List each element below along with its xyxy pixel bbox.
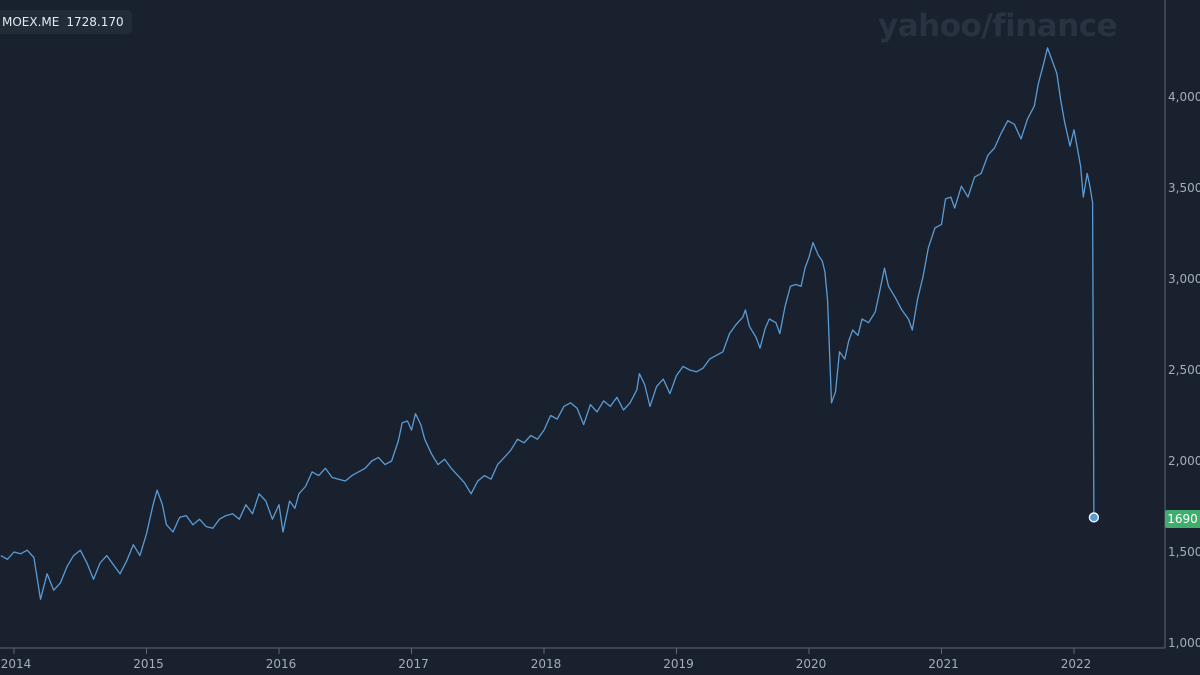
y-tick-label: 1,000 xyxy=(1168,636,1200,650)
y-tick-label: 3,000 xyxy=(1168,272,1200,286)
ticker-symbol: MOEX.ME xyxy=(2,15,60,29)
x-tick-label: 2021 xyxy=(928,657,959,671)
x-tick-label: 2022 xyxy=(1061,657,1092,671)
marker-layer xyxy=(1088,512,1100,523)
x-tick-label: 2015 xyxy=(133,657,164,671)
price-line xyxy=(0,47,1095,600)
y-tick-label: 3,500 xyxy=(1168,181,1200,195)
x-tick-label: 2018 xyxy=(531,657,562,671)
last-point-marker xyxy=(1088,512,1100,523)
y-axis: 1,000 1,500 2,000 2,500 3,000 3,500 4,000 xyxy=(1164,0,1200,650)
x-tick-label: 2020 xyxy=(796,657,827,671)
ticker-price: 1728.170 xyxy=(66,15,124,29)
yahoo-finance-logo: yahoo/finance xyxy=(878,8,1118,44)
x-tick-label: 2017 xyxy=(398,657,429,671)
x-tick-label: 2016 xyxy=(266,657,297,671)
y-tick-label: 4,000 xyxy=(1168,90,1200,104)
last-price-badge: 1690 xyxy=(1165,510,1200,528)
y-tick-label: 2,500 xyxy=(1168,363,1200,377)
y-tick-label: 2,000 xyxy=(1168,454,1200,468)
ticker-box: MOEX.ME 1728.170 xyxy=(0,10,132,34)
y-tick-label: 1,500 xyxy=(1168,545,1200,559)
x-tick-label: 2014 xyxy=(1,657,32,671)
x-tick-label: 2019 xyxy=(663,657,694,671)
series-layer xyxy=(0,47,1095,600)
x-axis: 2014 2015 2016 2017 2018 2019 2020 2021 2022 xyxy=(0,647,1165,671)
